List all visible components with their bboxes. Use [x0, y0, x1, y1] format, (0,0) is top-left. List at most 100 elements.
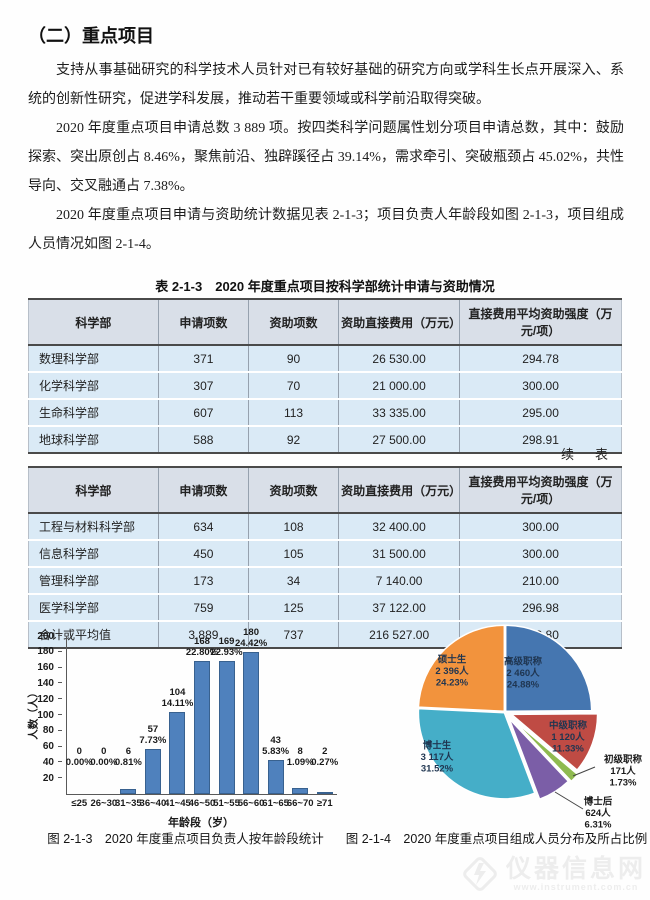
- table-cell: 210.00: [459, 566, 622, 594]
- x-tick-label: 36~40: [139, 798, 167, 809]
- table-cell: 37 122.00: [338, 593, 461, 621]
- y-tick-mark: [58, 650, 62, 652]
- table-row: 数理科学部 371 90 26 530.00 294.78: [28, 344, 622, 372]
- bar-value-label: 0 0.00%: [90, 746, 118, 768]
- table-cell: 105: [247, 539, 340, 567]
- table-cell: 300.00: [459, 539, 622, 567]
- table-cell: 371: [157, 344, 249, 372]
- table-cell: 70: [247, 371, 340, 399]
- pie-slice: [417, 624, 506, 713]
- bar-value-label: 43 5.83%: [262, 735, 290, 758]
- y-tick-mark: [58, 682, 62, 684]
- y-tick-mark: [58, 777, 62, 779]
- bar-value-label: 180 24.42%: [234, 626, 268, 649]
- column-header: 申请项数: [157, 299, 249, 346]
- bar: [120, 789, 137, 794]
- x-tick-label: 61~65: [262, 798, 289, 809]
- bar: [292, 787, 309, 794]
- bar: [144, 748, 161, 794]
- table-continuation-label: 续 表: [560, 447, 612, 462]
- x-tick-label: 51~55: [213, 798, 240, 809]
- table-cell: 294.78: [459, 344, 622, 372]
- funding-table-part1: 科学部 申请项数 资助项数 资助直接费用（万元） 直接费用平均资助强度（万元/项） 数理科…: [28, 298, 622, 454]
- table-cell: 296.98: [459, 593, 622, 621]
- bar-slot: 0 0.00% 26~30: [90, 636, 118, 809]
- section-title: （二）重点项目: [28, 26, 154, 46]
- column-header: 资助项数: [247, 299, 340, 346]
- y-tick-mark: [58, 666, 62, 668]
- bar: [316, 792, 333, 794]
- bar-slot: 104 14.11% 41~45: [162, 636, 194, 809]
- column-header: 资助直接费用（万元）: [338, 467, 461, 514]
- bar-value-label: 0 0.00%: [65, 746, 93, 768]
- table-row: 生命科学部 607 113 33 335.00 295.00: [28, 398, 622, 426]
- paragraph-2: 2020 年度重点项目申请总数 3 889 项。按四类科学问题属性划分项目申请总…: [28, 121, 624, 194]
- age-bar-chart: 人数（人） 20 40 60 80 100 120 140 160 180 200 0 0.00% ≤…: [18, 624, 342, 829]
- table-row: 工程与材料科学部 634 108 32 400.00 300.00: [28, 512, 622, 540]
- pie-slice: [509, 712, 599, 772]
- table-cell: 216 527.00: [338, 620, 461, 648]
- table-row: 信息科学部 450 105 31 500.00 300.00: [28, 539, 622, 567]
- table-cell: 108: [247, 512, 340, 540]
- y-tick-label: 160: [37, 662, 54, 674]
- y-tick-mark: [58, 635, 62, 636]
- table-cell: 26 530.00: [338, 344, 461, 372]
- x-tick-label: 46~50: [188, 798, 216, 809]
- table-row: 化学科学部 307 70 21 000.00 300.00: [28, 371, 622, 399]
- bar-slot: 6 0.81% 31~35: [115, 636, 142, 809]
- pie-slice-label: 博士后 624人 6.31%: [584, 796, 613, 831]
- y-tick-mark: [58, 761, 62, 763]
- site-watermark: 仪器信息网 www.instrument.com.cn: [460, 854, 646, 894]
- y-tick-label: 140: [37, 677, 54, 689]
- column-header: 直接费用平均资助强度（万元/项）: [459, 467, 622, 514]
- table-cell: 数理科学部: [28, 344, 159, 372]
- body-paragraphs: 支持从事基础研究的科学技术人员针对已有较好基础的研究方向或学科生长点开展深入、系…: [28, 56, 624, 259]
- column-header: 资助直接费用（万元）: [338, 299, 461, 346]
- column-header: 直接费用平均资助强度（万元/项）: [459, 299, 622, 346]
- table-cell: 21 000.00: [338, 371, 461, 399]
- bar-value-label: 8 1.09%: [286, 746, 314, 768]
- paragraph-3: 2020 年度重点项目申请与资助统计数据见表 2-1-3；项目负责人年龄段如图 …: [28, 208, 624, 252]
- funding-table-part2: 科学部 申请项数 资助项数 资助直接费用（万元） 直接费用平均资助强度（万元/项） 工程与…: [28, 466, 622, 649]
- x-tick-label: ≥71: [316, 798, 333, 809]
- y-tick-label: 120: [37, 693, 54, 705]
- y-tick-mark: [58, 729, 62, 731]
- bar-slot: 2 0.27% ≥71: [311, 636, 338, 809]
- table-row: 医学科学部 759 125 37 122.00 296.98: [28, 593, 622, 621]
- table-cell: 生命科学部: [28, 398, 159, 426]
- y-tick-label: 80: [42, 725, 54, 737]
- bar-value-label: 104 14.11%: [161, 686, 194, 709]
- table-cell: 27 500.00: [338, 425, 461, 453]
- table-cell: 32 400.00: [338, 512, 461, 540]
- watermark-title: 仪器信息网: [505, 854, 646, 883]
- table-cell: 90: [247, 344, 340, 372]
- bar-slot: 8 1.09% 66~70: [286, 636, 314, 809]
- table-cell: 298.91: [459, 425, 622, 453]
- y-tick-label: 200: [37, 630, 54, 642]
- x-tick-label: 66~70: [286, 798, 314, 809]
- table-cell: 地球科学部: [28, 425, 159, 453]
- table-cell: 合计或平均值: [28, 620, 159, 648]
- table-row: 管理科学部 173 34 7 140.00 210.00: [28, 566, 622, 594]
- table-cell: 588: [157, 425, 249, 453]
- y-tick-label: 40: [42, 756, 54, 768]
- bar-value-label: 168 22.80%: [185, 636, 219, 659]
- bar-slot: 57 7.73% 36~40: [139, 636, 167, 809]
- table-row: 地球科学部 588 92 27 500.00 298.91: [28, 425, 622, 453]
- bar: [267, 760, 284, 794]
- table-cell: 113: [247, 398, 340, 426]
- y-tick-mark: [58, 714, 62, 715]
- bar-value-label: 57 7.73%: [139, 723, 167, 746]
- bar-slot: 0 0.00% ≤25: [65, 636, 93, 809]
- bar-chart-plot: 0 0.00% ≤25 0 0.00% 26~30 6 0.81% 31~35 57 7.73% 36…: [65, 627, 338, 809]
- bar-slot: 43 5.83% 61~65: [262, 636, 290, 809]
- table-cell: 607: [157, 398, 249, 426]
- pie-slice: [508, 718, 570, 801]
- table-cell: 300.00: [459, 371, 622, 399]
- table-cell: 92: [247, 425, 340, 453]
- table-cell: 307: [157, 371, 249, 399]
- bar: [169, 711, 186, 794]
- table-cell: 450: [157, 539, 249, 567]
- table-cell: 634: [157, 512, 249, 540]
- pie-slice-label: 博士生 3 117人 31.52%: [421, 740, 454, 775]
